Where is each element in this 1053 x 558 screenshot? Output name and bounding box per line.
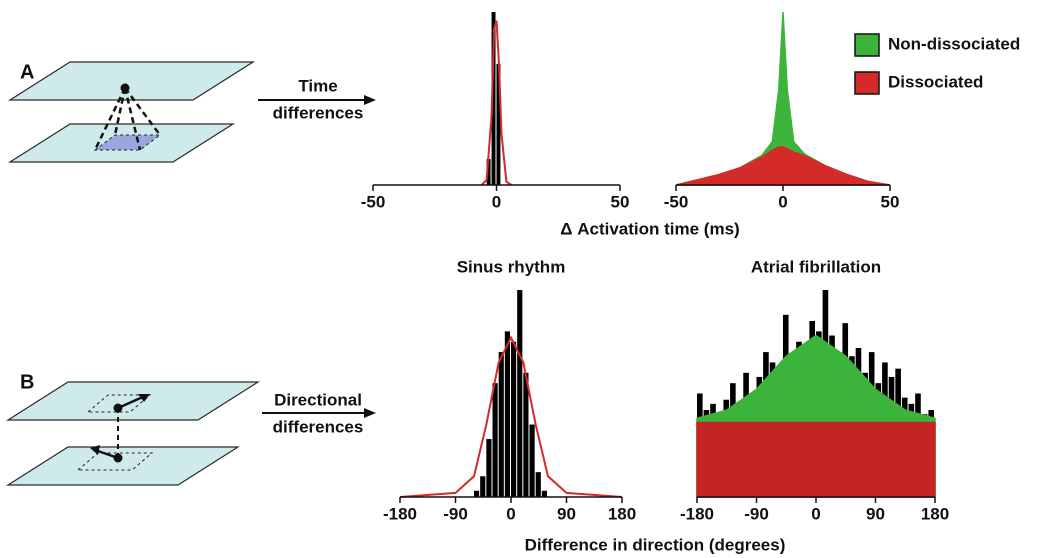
x-tick-label: 180: [921, 504, 949, 523]
arrow-label: Directional: [274, 390, 362, 409]
histogram-bar: [504, 331, 510, 497]
x-tick-label: -50: [664, 192, 689, 211]
x-tick-label: 50: [611, 192, 630, 211]
x-axis-label: Difference in direction (degrees): [525, 535, 786, 554]
histogram-bar: [535, 472, 541, 497]
area: [675, 146, 891, 186]
histogram-bar: [474, 490, 480, 497]
histogram-bar: [517, 290, 523, 497]
x-tick-label: -180: [383, 504, 417, 523]
histogram-bar: [492, 383, 498, 497]
fit-line: [399, 335, 623, 498]
histogram-bar: [480, 476, 486, 497]
x-tick-label: 90: [557, 504, 576, 523]
histogram-bar: [498, 352, 504, 497]
arrow-head: [364, 95, 376, 105]
x-tick-label: 50: [881, 192, 900, 211]
x-tick-label: -50: [361, 192, 386, 211]
histogram-bar: [491, 12, 496, 185]
x-tick-label: -90: [744, 504, 769, 523]
panel-label: A: [20, 61, 34, 83]
schematic-a: [7, 61, 256, 163]
x-tick-label: -180: [680, 504, 714, 523]
x-tick-label: -90: [443, 504, 468, 523]
x-axis-label: Δ Activation time (ms): [560, 219, 739, 238]
arrow-label: differences: [273, 417, 364, 436]
legend-swatch: [854, 33, 880, 57]
x-tick-label: 90: [866, 504, 885, 523]
area: [696, 421, 936, 498]
fit-line: [480, 20, 512, 186]
panel-label: B: [20, 371, 34, 393]
arrow-head: [364, 408, 376, 418]
x-tick-label: 180: [608, 504, 636, 523]
x-tick-label: 0: [492, 192, 501, 211]
x-tick-label: 0: [778, 192, 787, 211]
arrow-label: Time: [298, 76, 337, 95]
legend-label: Dissociated: [888, 72, 983, 91]
histogram-bar: [486, 159, 491, 185]
x-tick-label: 0: [506, 504, 515, 523]
chart-title: Sinus rhythm: [457, 257, 566, 276]
histogram-bar: [486, 439, 492, 497]
arrow-label: differences: [273, 103, 364, 122]
schematic-b: [5, 381, 261, 486]
histogram-bar: [529, 424, 535, 497]
chart-title: Atrial fibrillation: [751, 257, 881, 276]
legend-swatch: [854, 71, 880, 95]
x-tick-label: 0: [811, 504, 820, 523]
legend-label: Non-dissociated: [888, 34, 1020, 53]
histogram-bar: [511, 341, 517, 497]
histogram-bar: [541, 490, 547, 497]
histogram-bar: [496, 63, 501, 185]
histogram-bar: [523, 372, 529, 497]
